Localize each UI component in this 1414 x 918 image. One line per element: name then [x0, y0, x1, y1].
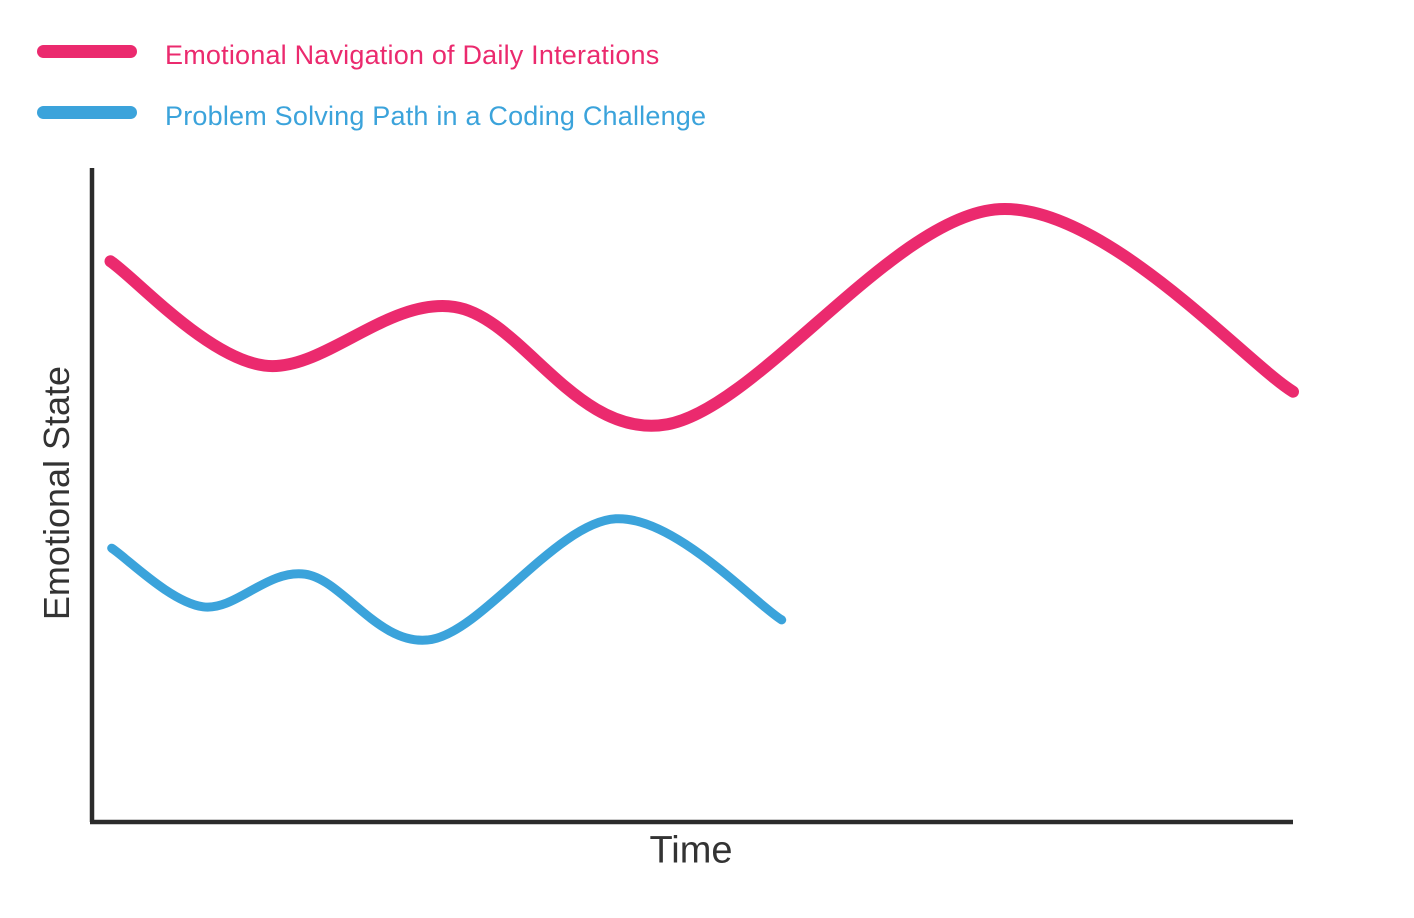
y-axis-title: Emotional State	[36, 365, 77, 621]
legend-swatch-blue	[37, 106, 137, 119]
legend-label: Emotional Navigation of Daily Interation…	[165, 40, 660, 70]
series-line-problem-solving	[107, 514, 787, 645]
legend-label: Problem Solving Path in a Coding Challen…	[165, 101, 707, 131]
legend-swatch-pink	[37, 45, 137, 58]
series-line-emotional-navigation	[104, 203, 1299, 432]
x-axis-title: Time	[649, 829, 733, 872]
